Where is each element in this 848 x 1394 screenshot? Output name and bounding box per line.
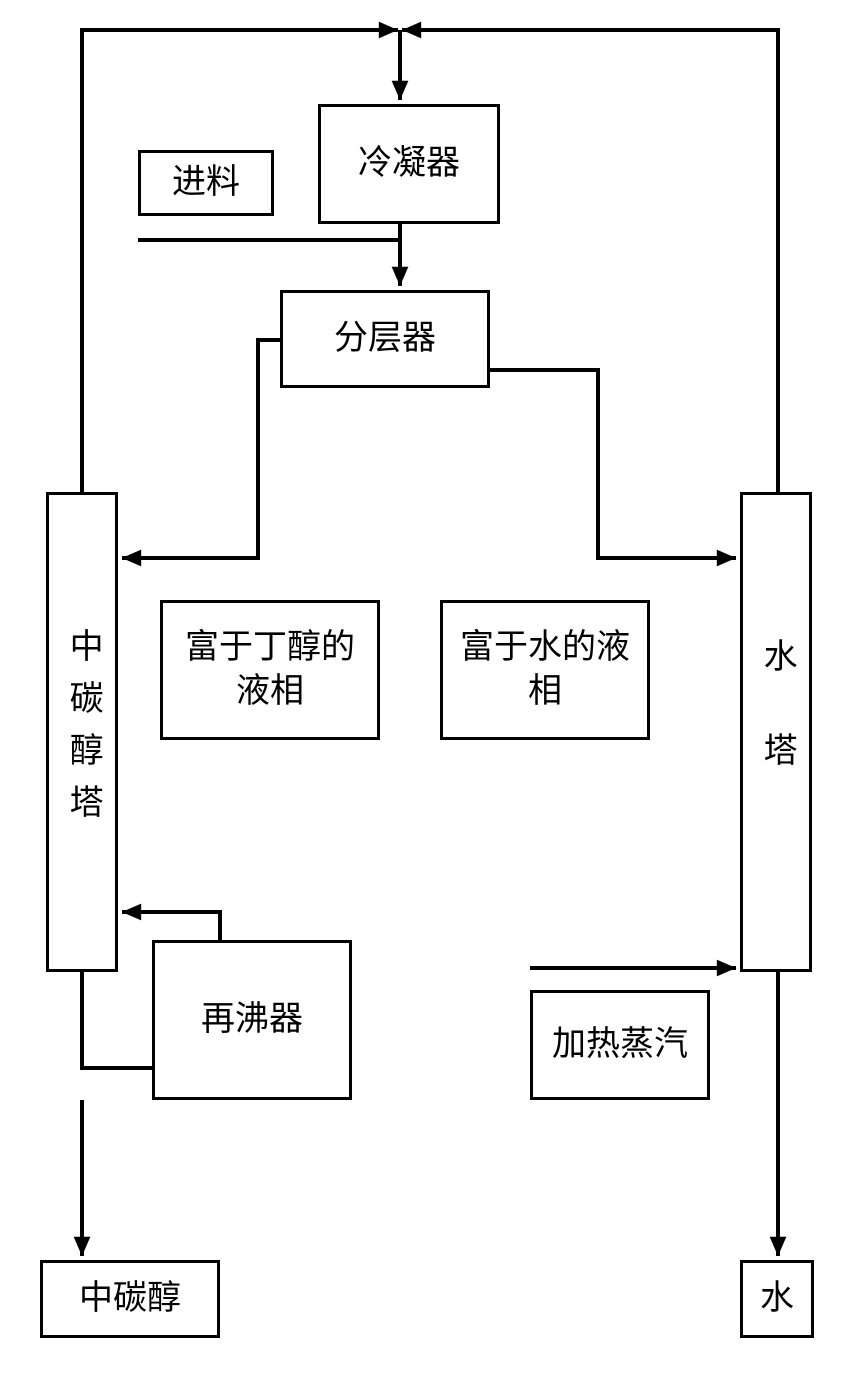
reboiler-node: 再沸器 — [152, 940, 352, 1100]
steam-node: 加热蒸汽 — [530, 990, 710, 1100]
feed-node: 进料 — [138, 150, 274, 216]
alcohol-column-node: 中碳醇塔 — [46, 492, 118, 972]
arrowhead-sep-to-water-col — [717, 550, 736, 567]
rich-butanol-label: 富于丁醇的液相 — [173, 626, 367, 714]
arrowhead-condenser-down-to-sep — [392, 267, 409, 286]
separator-node: 分层器 — [280, 290, 490, 388]
edge-sep-to-water-col — [490, 370, 736, 558]
condenser-node: 冷凝器 — [318, 104, 500, 224]
rich-butanol-node: 富于丁醇的液相 — [160, 600, 380, 740]
steam-label: 加热蒸汽 — [552, 1023, 688, 1067]
arrowhead-top-into-condenser — [392, 81, 409, 100]
arrowhead-alcohol-col-to-prod — [74, 1237, 91, 1256]
alcohol-column-label: 中碳醇塔 — [60, 628, 104, 836]
edge-alcohol-to-reboiler — [82, 972, 152, 1068]
arrowhead-water-col-to-top — [402, 22, 421, 39]
edge-sep-to-alcohol-col — [122, 340, 280, 558]
feed-label: 进料 — [172, 161, 240, 205]
water-product-label: 水 — [760, 1277, 794, 1321]
edge-alcohol-col-to-top — [82, 30, 398, 492]
rich-water-label: 富于水的液相 — [453, 626, 637, 714]
water-column-label: 水塔 — [754, 638, 798, 826]
rich-water-node: 富于水的液相 — [440, 600, 650, 740]
arrowhead-reboiler-to-alcohol — [122, 904, 141, 921]
water-column-node: 水塔 — [740, 492, 812, 972]
arrowhead-sep-to-alcohol-col — [122, 550, 141, 567]
condenser-label: 冷凝器 — [358, 142, 460, 186]
arrowhead-water-col-to-prod — [770, 1237, 787, 1256]
arrowhead-steam-to-water-col — [717, 960, 736, 977]
water-product-node: 水 — [740, 1260, 814, 1338]
edge-reboiler-to-alcohol — [122, 912, 220, 940]
edge-water-col-to-top — [402, 30, 778, 492]
alcohol-product-node: 中碳醇 — [40, 1260, 220, 1338]
separator-label: 分层器 — [334, 317, 436, 361]
arrowhead-alcohol-col-to-top — [379, 22, 398, 39]
alcohol-product-label: 中碳醇 — [79, 1277, 181, 1321]
reboiler-label: 再沸器 — [201, 998, 303, 1042]
